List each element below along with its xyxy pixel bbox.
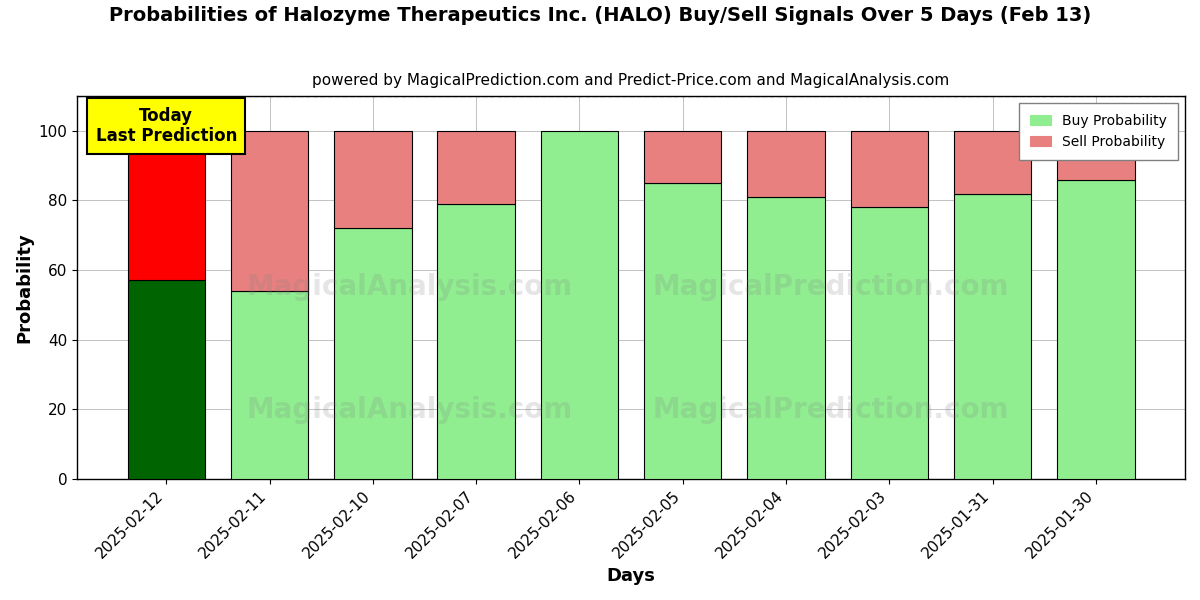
Bar [748,197,824,479]
Bar [437,131,515,204]
Text: MagicalAnalysis.com: MagicalAnalysis.com [246,274,572,301]
Y-axis label: Probability: Probability [14,232,32,343]
Bar [851,208,928,479]
X-axis label: Days: Days [607,567,655,585]
Legend: Buy Probability, Sell Probability: Buy Probability, Sell Probability [1019,103,1178,160]
Bar [644,131,721,183]
Bar [748,131,824,197]
Title: powered by MagicalPrediction.com and Predict-Price.com and MagicalAnalysis.com: powered by MagicalPrediction.com and Pre… [312,73,949,88]
Bar [437,204,515,479]
Text: Today
Last Prediction: Today Last Prediction [96,107,236,145]
Bar [851,131,928,208]
Bar [334,229,412,479]
Text: MagicalPrediction.com: MagicalPrediction.com [653,396,1009,424]
Bar [644,183,721,479]
Bar [127,280,205,479]
Bar [954,194,1031,479]
Text: Probabilities of Halozyme Therapeutics Inc. (HALO) Buy/Sell Signals Over 5 Days : Probabilities of Halozyme Therapeutics I… [109,6,1091,25]
Bar [230,131,308,291]
Bar [1057,179,1135,479]
Bar [127,131,205,280]
Bar [334,131,412,229]
Text: MagicalAnalysis.com: MagicalAnalysis.com [246,396,572,424]
Bar [541,131,618,479]
Bar [230,291,308,479]
Bar [954,131,1031,194]
Text: MagicalPrediction.com: MagicalPrediction.com [653,274,1009,301]
Bar [1057,131,1135,179]
